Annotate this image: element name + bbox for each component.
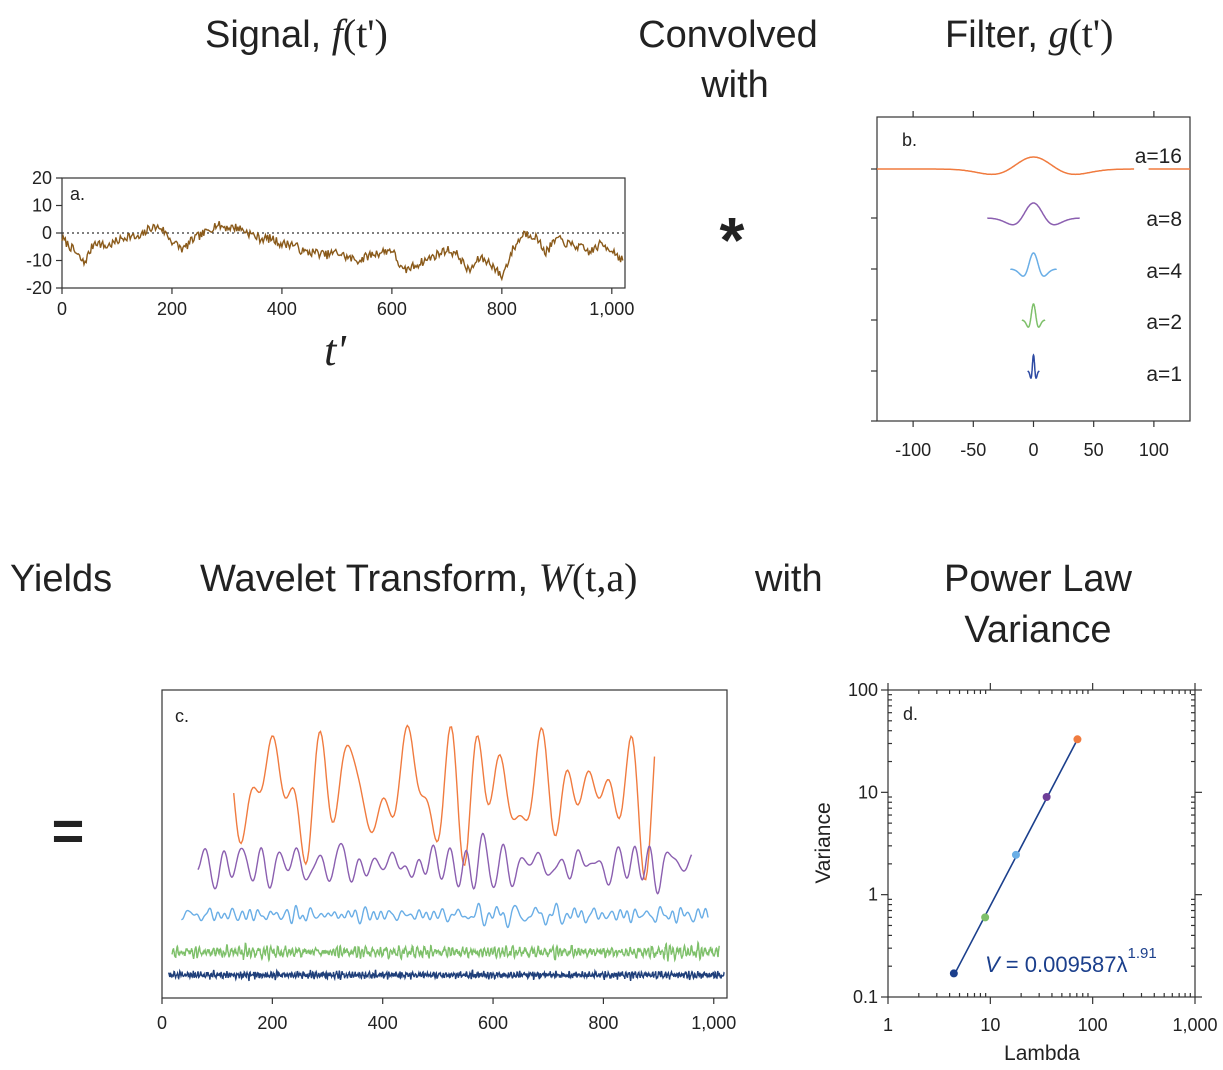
panel-c: c. 0 200 400 600 800 1,000 bbox=[157, 689, 736, 1033]
panel-c-frame bbox=[161, 689, 728, 999]
variance-point bbox=[981, 913, 990, 922]
panel-b-label: b. bbox=[902, 130, 917, 150]
panel-c-ticks: 0 200 400 600 800 1,000 bbox=[157, 998, 736, 1033]
panel-d-xtick-label: 100 bbox=[1078, 1015, 1108, 1035]
panel-a-ytick-label: 20 bbox=[32, 168, 52, 188]
variance-point bbox=[1011, 850, 1020, 859]
panel-b-plot: a=16 a=8 a=4 a=2 a=1 bbox=[877, 145, 1190, 386]
panel-b-xtick-label: 50 bbox=[1084, 440, 1104, 460]
panel-d-ytick-label: 1 bbox=[868, 885, 878, 905]
panel-c-xtick-label: 600 bbox=[478, 1013, 508, 1033]
variance-point bbox=[949, 969, 958, 978]
panel-a-ticks: 0 200 400 600 800 1,000 20 10 0 -10 -20 bbox=[26, 168, 634, 319]
transform-line-a16 bbox=[233, 724, 656, 881]
panel-a-label: a. bbox=[70, 184, 85, 204]
convolution-symbol: * bbox=[720, 204, 745, 276]
heading-wavelet: Wavelet Transform, W(t,a) bbox=[200, 555, 637, 600]
heading-with-1: with bbox=[700, 64, 769, 106]
wavelet-scale-label: a=2 bbox=[1146, 311, 1182, 334]
panel-d-xtick-label: 1,000 bbox=[1172, 1015, 1217, 1035]
panel-c-xtick-label: 400 bbox=[368, 1013, 398, 1033]
transform-line-a4 bbox=[181, 902, 709, 929]
panel-a-xtick-label: 400 bbox=[267, 299, 297, 319]
panel-d-ytick-label: 10 bbox=[858, 782, 878, 802]
heading-yields: Yields bbox=[10, 558, 112, 600]
wavelet-line-a4 bbox=[1010, 252, 1057, 277]
heading-with-2: with bbox=[754, 558, 823, 600]
panel-a-ytick-label: 0 bbox=[42, 223, 52, 243]
panel-a-xtick-label: 1,000 bbox=[589, 299, 634, 319]
equals-symbol: = bbox=[52, 799, 85, 862]
panel-a-xtick-label: 600 bbox=[377, 299, 407, 319]
panel-c-plot bbox=[167, 724, 725, 982]
panel-c-xtick-label: 1,000 bbox=[691, 1013, 736, 1033]
panel-b: b. -100 -50 0 50 100 a=16 a=8 a=4 a=2 a=1 bbox=[871, 111, 1191, 460]
signal-line bbox=[61, 221, 624, 282]
panel-d-xtick-label: 10 bbox=[980, 1015, 1000, 1035]
variance-point bbox=[1042, 793, 1051, 802]
panel-a-ytick-label: -20 bbox=[26, 278, 52, 298]
panel-c-xtick-label: 200 bbox=[257, 1013, 287, 1033]
panel-c-label: c. bbox=[175, 706, 189, 726]
transform-line-a8 bbox=[197, 832, 693, 895]
heading-variance: Variance bbox=[964, 609, 1111, 651]
panel-a-ytick-label: -10 bbox=[26, 251, 52, 271]
panel-b-xtick-label: 100 bbox=[1139, 440, 1169, 460]
panel-b-xtick-label: 0 bbox=[1028, 440, 1038, 460]
wavelet-line-a1 bbox=[1027, 353, 1040, 379]
wavelet-line-a2 bbox=[1021, 303, 1046, 328]
wavelet-line-a16 bbox=[877, 156, 1135, 176]
panel-a-xlabel: t' bbox=[324, 326, 347, 375]
panel-a-xtick-label: 800 bbox=[487, 299, 517, 319]
panel-c-xtick-label: 800 bbox=[588, 1013, 618, 1033]
panel-d-xtick-label: 1 bbox=[883, 1015, 893, 1035]
heading-convolved: Convolved bbox=[638, 14, 818, 56]
transform-line-a2 bbox=[171, 940, 720, 963]
fit-equation: V = 0.009587λ1.91 bbox=[985, 945, 1157, 977]
wavelet-scale-label: a=1 bbox=[1146, 363, 1182, 386]
panel-a: a. 0 200 400 600 800 1,000 20 10 0 -10 -20 t' bbox=[26, 168, 634, 375]
wavelet-line-a8 bbox=[987, 202, 1080, 226]
variance-point bbox=[1073, 735, 1082, 744]
panel-d-ytick-label: 100 bbox=[848, 680, 878, 700]
wavelet-scale-label: a=8 bbox=[1146, 208, 1182, 231]
panel-d-ytick-label: 0.1 bbox=[853, 987, 878, 1007]
transform-line-a1 bbox=[167, 968, 725, 982]
heading-filter: Filter, g(t') bbox=[945, 11, 1113, 56]
heading-power-law: Power Law bbox=[944, 558, 1133, 600]
panel-a-xtick-label: 0 bbox=[57, 299, 67, 319]
panel-d-label: d. bbox=[903, 704, 918, 724]
panel-a-plot bbox=[61, 221, 625, 282]
panel-c-xtick-label: 0 bbox=[157, 1013, 167, 1033]
panel-b-ticks: -100 -50 0 50 100 bbox=[871, 111, 1169, 460]
panel-d-plot bbox=[949, 735, 1082, 978]
panel-a-ytick-label: 10 bbox=[32, 196, 52, 216]
panel-b-xtick-label: -100 bbox=[895, 440, 931, 460]
panel-d-xlabel: Lambda bbox=[1004, 1042, 1080, 1065]
panel-d-frame bbox=[887, 689, 1196, 998]
panel-b-xtick-label: -50 bbox=[960, 440, 986, 460]
heading-signal: Signal, f(t') bbox=[205, 11, 388, 56]
panel-a-xtick-label: 200 bbox=[157, 299, 187, 319]
wavelet-scale-label: a=16 bbox=[1135, 145, 1182, 168]
wavelet-scale-label: a=4 bbox=[1146, 260, 1182, 283]
panel-d-ylabel: Variance bbox=[812, 802, 835, 883]
